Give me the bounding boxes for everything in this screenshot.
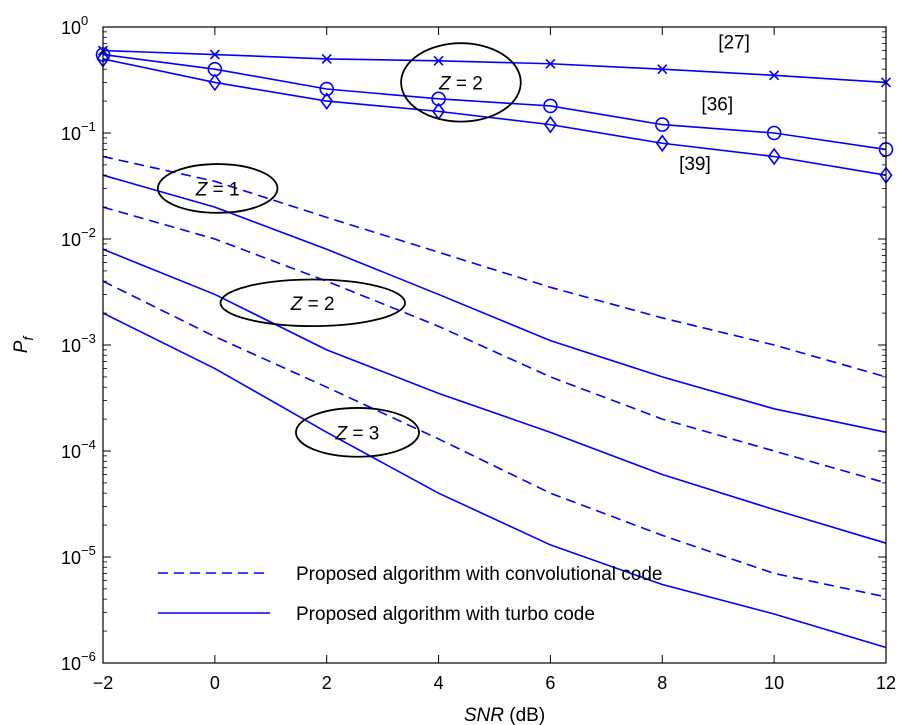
marker-diamond-2-1 — [208, 73, 222, 92]
x-tick-label: 8 — [657, 673, 667, 693]
legend-label-0: Proposed algorithm with convolutional co… — [296, 564, 663, 585]
group-label-2: Z = 2 — [290, 294, 335, 315]
marker-circle-1-3 — [431, 91, 446, 107]
series-line-5 — [102, 206, 887, 484]
group-label-3: Z = 3 — [335, 423, 380, 444]
marker-x-0-4 — [545, 58, 556, 69]
series-line-8 — [102, 312, 887, 649]
series-line-6 — [102, 248, 887, 544]
marker-x-stroke — [209, 49, 220, 60]
y-axis-label: Pf — [11, 335, 36, 354]
x-tick-label: 6 — [545, 673, 555, 693]
axes: −2 0 2 4 6 8 10 12 100 10−1 10−2 10−3 10−4 10−5 10−6 SN… — [11, 13, 896, 725]
marker-x-stroke — [321, 53, 332, 64]
y-tick-label: 10−1 — [61, 119, 96, 144]
marker-x-0-6 — [769, 70, 780, 81]
y-tick-label: 10−3 — [61, 331, 96, 356]
marker-x-0-1 — [209, 49, 220, 60]
y-tick-label: 10−5 — [61, 543, 96, 568]
y-tick-label: 10−4 — [61, 437, 96, 462]
group-label-1: Z = 1 — [195, 179, 240, 200]
legend-label-1: Proposed algorithm with turbo code — [296, 604, 595, 625]
marker-x-0-5 — [657, 64, 668, 75]
marker-circle-1-5 — [654, 117, 670, 132]
reference-label-0: [27] — [718, 32, 750, 53]
y-tick-label: 10−6 — [61, 649, 96, 674]
reference-label-1: [36] — [701, 94, 733, 115]
y-tick-label: 100 — [61, 13, 88, 38]
x-tick-label: 0 — [210, 673, 220, 693]
marker-x-stroke — [769, 70, 780, 81]
x-tick-label: −2 — [93, 673, 114, 693]
series-line-1 — [102, 53, 887, 151]
x-tick-label: 10 — [764, 673, 784, 693]
marker-diamond-2-2 — [320, 92, 334, 110]
group-ellipse-1 — [156, 163, 279, 214]
group-ellipse-0 — [400, 42, 522, 123]
marker-x-stroke — [545, 58, 556, 69]
series-line-2 — [102, 58, 887, 176]
series-line-3 — [102, 155, 887, 378]
group-ellipse-2 — [219, 278, 406, 328]
series-line-7 — [102, 280, 887, 598]
marker-diamond-2-4 — [543, 115, 557, 134]
legend: Proposed algorithm with convolutional co… — [158, 564, 663, 625]
x-tick-label: 12 — [876, 673, 896, 693]
marker-circle-1-2 — [319, 81, 335, 97]
marker-x-0-2 — [321, 53, 332, 64]
marker-circle-1-6 — [766, 125, 782, 141]
plot-marks — [95, 45, 894, 649]
marker-circle-1-4 — [543, 98, 558, 114]
group-ellipse-3 — [295, 407, 420, 458]
y-tick-label: 10−2 — [61, 225, 96, 250]
series-line-4 — [102, 174, 887, 434]
x-axis-label: SNR (dB) — [464, 705, 545, 725]
annotations: Z = 2 Z = 1 Z = 2 Z = 3 [27] [36] [39] — [156, 32, 750, 458]
x-tick-label: 4 — [434, 673, 444, 693]
group-label-0: Z = 2 — [438, 73, 483, 94]
marker-x-stroke — [657, 64, 668, 75]
marker-diamond-2-5 — [655, 134, 669, 153]
marker-diamond-2-6 — [767, 147, 781, 166]
x-tick-label: 2 — [322, 673, 332, 693]
reference-label-2: [39] — [679, 154, 711, 175]
series-line-0 — [102, 49, 887, 84]
marker-x-0-3 — [433, 55, 444, 66]
marker-x-stroke — [433, 55, 444, 66]
